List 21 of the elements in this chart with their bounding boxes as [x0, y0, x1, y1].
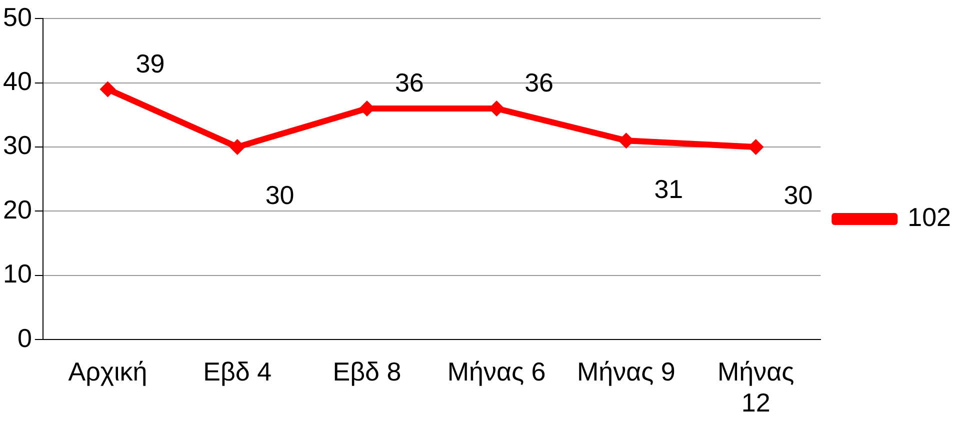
data-label: 36	[524, 68, 554, 98]
x-tick-label: Εβδ 4	[203, 356, 272, 386]
x-tick-label: Μήνας 12	[717, 356, 794, 418]
y-tick-label: 20	[3, 194, 32, 224]
x-tick-label: Αρχική	[68, 356, 148, 386]
legend-label: 102	[908, 202, 952, 232]
y-tick-label: 50	[3, 2, 32, 32]
y-tick-label: 0	[17, 322, 32, 353]
point	[229, 139, 246, 155]
data-label: 36	[394, 68, 424, 98]
data-label: 31	[654, 174, 684, 204]
data-label: 30	[265, 180, 294, 210]
x-tick-label: Εβδ 8	[332, 356, 402, 386]
point	[100, 81, 116, 98]
x-tick-label: Μήνας 6	[447, 356, 546, 386]
data-label: 30	[784, 180, 813, 210]
y-tick-label: 10	[3, 258, 32, 289]
y-tick-label: 40	[3, 66, 32, 96]
x-tick-label: Μήνας 9	[577, 356, 676, 386]
y-tick-label: 30	[3, 130, 32, 160]
data-label: 39	[136, 48, 165, 78]
